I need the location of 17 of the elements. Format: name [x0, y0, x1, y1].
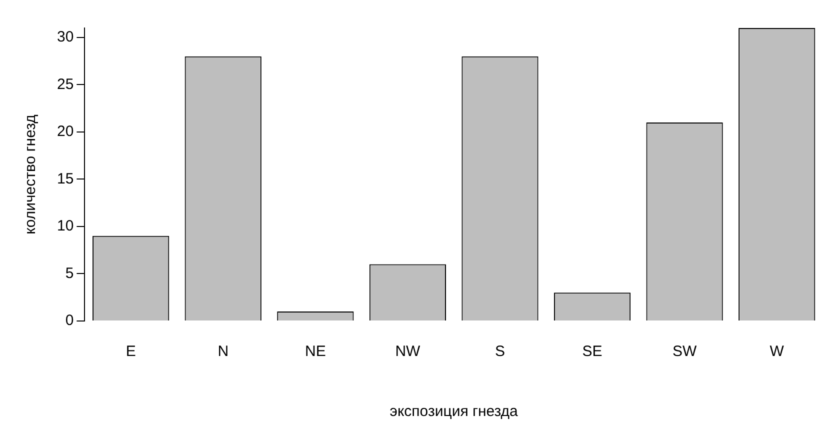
x-tick-label: NW [395, 343, 422, 360]
x-tick-label: SE [582, 343, 602, 360]
y-axis-title: количество гнезд [22, 114, 40, 234]
x-tick-label: SW [672, 343, 698, 360]
x-axis-title: экспозиция гнезда [390, 403, 519, 420]
y-tick-label: 25 [56, 76, 74, 93]
x-tick-label: W [770, 343, 785, 360]
y-tick-label: 20 [56, 123, 74, 140]
x-tick-label: NE [304, 343, 326, 360]
y-tick-label: 10 [56, 218, 74, 235]
y-tick-label: 15 [56, 170, 74, 188]
x-tick-label: N [218, 343, 229, 360]
y-tick-label: 30 [56, 28, 74, 46]
x-tick-label: S [494, 343, 505, 360]
y-tick-label: 5 [65, 264, 74, 282]
x-tick-label: E [126, 343, 136, 360]
y-tick-label: 0 [65, 312, 74, 330]
